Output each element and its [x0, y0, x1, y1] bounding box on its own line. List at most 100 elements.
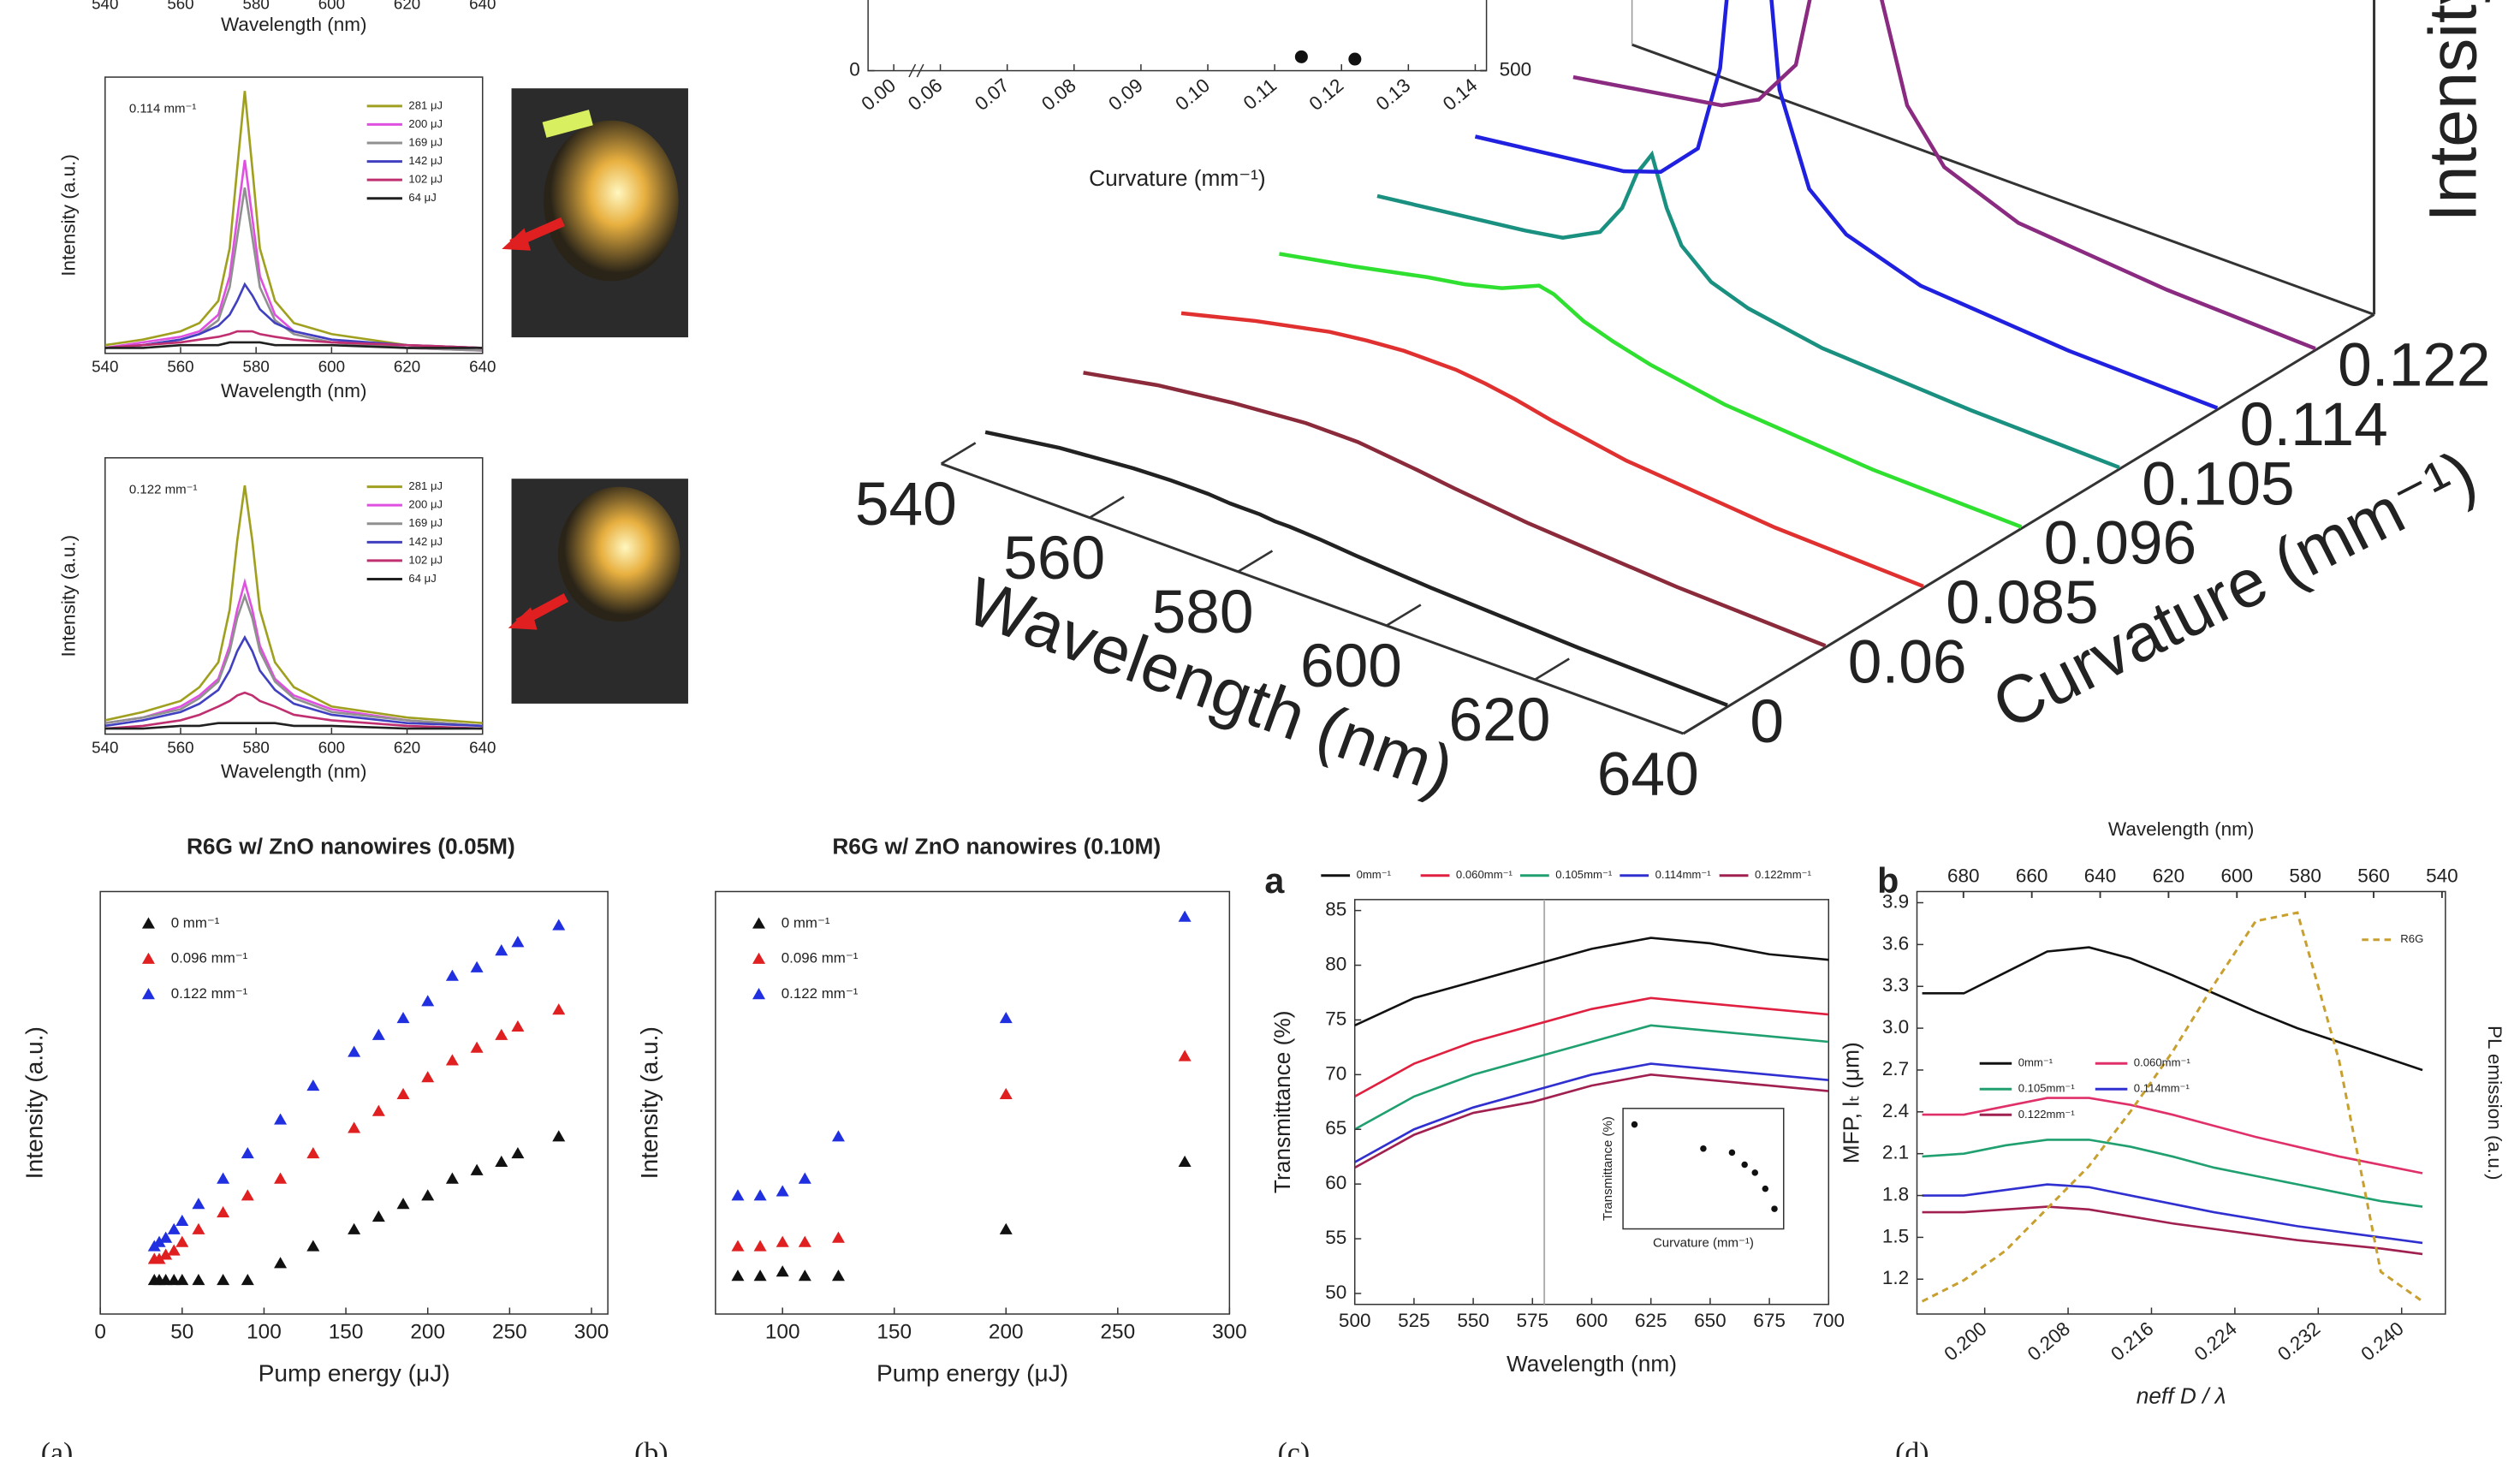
plot-area: [1354, 899, 1829, 1305]
data-point: [167, 1244, 181, 1256]
chart-title: R6G w/ ZnO nanowires (0.10M): [832, 834, 1161, 859]
data-point: [371, 1028, 385, 1040]
plot-area: [104, 91, 483, 352]
data-point: [798, 1270, 811, 1282]
data-point: [159, 1274, 173, 1286]
data-line: [1921, 911, 2423, 1303]
x2-tick-label: 640: [2084, 865, 2117, 887]
x-tick-label: 575: [1517, 1310, 1549, 1331]
data-line: [1572, 0, 2316, 351]
data-line: [104, 485, 483, 724]
y-axis-label: Transmittance (%): [1601, 1116, 1615, 1221]
plot-area: [1921, 911, 2423, 1303]
x-axis-label: Wavelength (nm): [221, 761, 366, 782]
data-line: [1354, 1073, 1829, 1169]
x-tick-label: 620: [394, 738, 420, 756]
legend-label: 200 μJ: [408, 498, 443, 511]
legend-label: 64 μJ: [408, 572, 436, 585]
x-tick-label: 0.208: [2024, 1317, 2074, 1365]
data-point: [371, 1210, 385, 1222]
x-tick-label: 100: [765, 1320, 800, 1343]
legend-label: 102 μJ: [408, 173, 443, 186]
x-tick-label: 620: [394, 0, 420, 13]
caption: (b): [634, 1437, 668, 1457]
y-tick-label: 85: [1325, 899, 1346, 920]
data-point: [159, 1248, 173, 1260]
y-tick-label: 0.085: [1946, 568, 2098, 637]
x-tick-label: 0.240: [2357, 1317, 2408, 1365]
x-tick-label: 0.09: [1104, 74, 1147, 115]
x-tick-label: 640: [1597, 740, 1699, 808]
x-tick-label: 0.200: [1940, 1317, 1990, 1365]
x-tick-label: 150: [877, 1320, 912, 1343]
legend-label: 64 μJ: [408, 191, 436, 204]
plot-frame: [99, 890, 609, 1315]
data-point: [348, 1222, 361, 1234]
legend-label: 0.122 mm⁻¹: [171, 985, 248, 1002]
data-point: [445, 969, 459, 981]
data-line: [104, 592, 483, 728]
data-point: [495, 1155, 508, 1167]
data-point: [175, 1235, 189, 1247]
y-tick-label: 3.6: [1882, 932, 1909, 954]
x-tick-label: 640: [469, 738, 496, 756]
legend-label: 169 μJ: [408, 516, 443, 529]
y-tick-label: 0: [1750, 687, 1784, 756]
legend-label: 0.122 mm⁻¹: [782, 985, 859, 1002]
data-point: [167, 1274, 181, 1286]
x-axis-label: neff D / λ: [2137, 1383, 2226, 1409]
x-tick-label: 0.00: [858, 74, 900, 115]
x-tick-label: 640: [469, 0, 496, 13]
x-axis: [941, 462, 1685, 735]
x-tick-label: 0.232: [2273, 1317, 2324, 1365]
x-tick-label: 600: [1300, 632, 1402, 700]
back-edge: [1631, 43, 2375, 316]
data-line: [104, 330, 483, 349]
y-tick-label: 0.096: [2044, 509, 2196, 578]
data-point: [396, 1198, 410, 1210]
y-tick-label: 70: [1325, 1062, 1346, 1084]
data-point: [274, 1113, 288, 1125]
x-tick-label: 640: [469, 358, 496, 376]
data-line: [1354, 937, 1829, 1027]
photo: [508, 479, 688, 704]
legend-swatch: [141, 917, 155, 929]
legend-label: R6G: [2400, 932, 2423, 945]
data-point: [552, 919, 566, 931]
data-point: [511, 936, 525, 948]
data-point: [175, 1214, 189, 1227]
y-tick-label: 2.1: [1882, 1142, 1909, 1163]
x-tick-label: 300: [574, 1320, 609, 1343]
x-tick-label: 540: [92, 0, 118, 13]
x-tick-label: 620: [394, 358, 420, 376]
x-tick-label: 0.13: [1372, 74, 1415, 115]
y-tick-label: 0.105: [2142, 449, 2294, 518]
x-tick: [940, 442, 977, 465]
data-point: [831, 1130, 845, 1142]
data-line: [104, 91, 483, 349]
axis-break: [908, 63, 924, 78]
data-line: [984, 430, 1728, 707]
y-tick-label: 0.114: [2240, 390, 2388, 459]
panel-label: b: [1877, 861, 1899, 901]
data-point: [495, 944, 508, 956]
legend-swatch: [752, 952, 766, 964]
x-axis-label: Wavelength (nm): [221, 14, 366, 35]
data-point: [217, 1172, 230, 1184]
plot-frame: [1353, 899, 1830, 1305]
legend-label: 200 μJ: [408, 117, 443, 130]
data-line: [1922, 1139, 2423, 1208]
data-line: [1083, 371, 1827, 648]
x2-tick-label: 540: [2426, 865, 2458, 887]
y-tick-label: 3.9: [1882, 890, 1909, 912]
data-point: [1751, 1169, 1758, 1176]
data-point: [175, 1274, 189, 1286]
y-axis-label: Intensity (a.u.): [636, 1026, 663, 1179]
annotation: 0.114 mm⁻¹: [129, 102, 197, 116]
data-point: [445, 1054, 459, 1066]
x-tick-label: 0.11: [1239, 74, 1281, 114]
x-tick-label: 550: [1457, 1310, 1489, 1331]
data-point: [1771, 1205, 1778, 1212]
legend-label: 0mm⁻¹: [2018, 1056, 2053, 1069]
legend-label: 0.114mm⁻¹: [2134, 1082, 2190, 1095]
